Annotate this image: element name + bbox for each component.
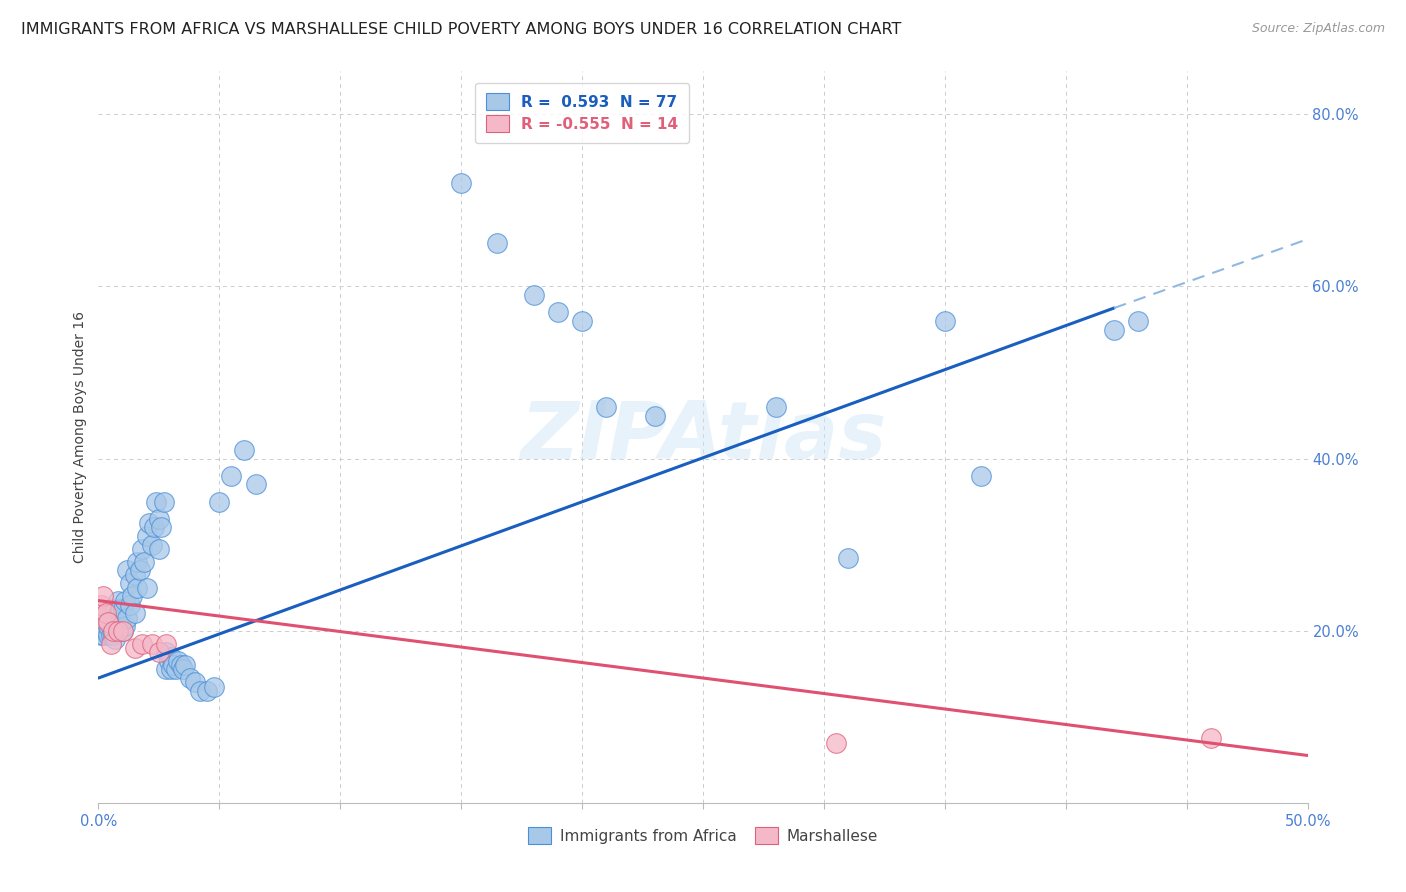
Point	[221, 468, 243, 483]
Point	[100, 602, 122, 616]
Point	[162, 658, 184, 673]
Point	[172, 662, 194, 676]
Point	[184, 675, 207, 690]
Point	[90, 628, 112, 642]
Point	[124, 567, 146, 582]
Point	[100, 628, 122, 642]
Point	[131, 637, 153, 651]
Point	[107, 624, 129, 638]
Point	[118, 598, 141, 612]
Point	[127, 581, 149, 595]
Point	[143, 520, 166, 534]
Point	[101, 624, 124, 638]
Point	[165, 662, 187, 676]
Point	[155, 645, 177, 659]
Point	[135, 529, 157, 543]
Point	[174, 658, 197, 673]
Point	[208, 494, 231, 508]
Point	[90, 615, 112, 629]
Point	[167, 654, 190, 668]
Point	[204, 680, 226, 694]
Point	[97, 615, 120, 629]
Point	[1128, 314, 1150, 328]
Text: ZIPAtlas: ZIPAtlas	[520, 398, 886, 476]
Point	[141, 538, 163, 552]
Point	[450, 176, 472, 190]
Point	[150, 520, 173, 534]
Point	[104, 632, 127, 647]
Legend: Immigrants from Africa, Marshallese: Immigrants from Africa, Marshallese	[522, 822, 884, 850]
Point	[94, 607, 117, 621]
Text: Source: ZipAtlas.com: Source: ZipAtlas.com	[1251, 22, 1385, 36]
Point	[160, 662, 183, 676]
Point	[91, 611, 114, 625]
Point	[94, 624, 117, 638]
Point	[134, 555, 156, 569]
Point	[157, 654, 180, 668]
Point	[188, 684, 211, 698]
Point	[97, 628, 120, 642]
Point	[121, 589, 143, 603]
Point	[117, 564, 139, 578]
Point	[114, 593, 136, 607]
Point	[148, 541, 170, 556]
Point	[934, 314, 956, 328]
Point	[595, 400, 617, 414]
Point	[160, 649, 183, 664]
Point	[155, 637, 177, 651]
Point	[245, 477, 267, 491]
Point	[111, 624, 134, 638]
Point	[155, 662, 177, 676]
Point	[547, 305, 569, 319]
Point	[94, 607, 117, 621]
Point	[141, 637, 163, 651]
Point	[148, 645, 170, 659]
Point	[91, 628, 114, 642]
Point	[128, 564, 150, 578]
Point	[135, 581, 157, 595]
Point	[114, 619, 136, 633]
Point	[108, 615, 131, 629]
Point	[765, 400, 787, 414]
Point	[1199, 731, 1222, 746]
Point	[90, 611, 112, 625]
Point	[131, 541, 153, 556]
Point	[108, 602, 131, 616]
Point	[118, 576, 141, 591]
Point	[138, 516, 160, 530]
Point	[152, 494, 174, 508]
Point	[104, 611, 127, 625]
Point	[100, 637, 122, 651]
Point	[117, 611, 139, 625]
Point	[107, 593, 129, 607]
Point	[111, 624, 134, 638]
Point	[179, 671, 201, 685]
Point	[145, 494, 167, 508]
Point	[232, 442, 254, 457]
Point	[107, 624, 129, 638]
Point	[124, 640, 146, 655]
Point	[837, 550, 859, 565]
Point	[101, 607, 124, 621]
Point	[195, 684, 218, 698]
Point	[111, 602, 134, 616]
Point	[148, 512, 170, 526]
Point	[169, 658, 191, 673]
Text: IMMIGRANTS FROM AFRICA VS MARSHALLESE CHILD POVERTY AMONG BOYS UNDER 16 CORRELAT: IMMIGRANTS FROM AFRICA VS MARSHALLESE CH…	[21, 22, 901, 37]
Point	[523, 288, 546, 302]
Point	[124, 607, 146, 621]
Point	[97, 619, 120, 633]
Point	[571, 314, 593, 328]
Point	[101, 628, 124, 642]
Point	[127, 555, 149, 569]
Point	[90, 598, 112, 612]
Point	[644, 409, 666, 423]
Point	[486, 236, 509, 251]
Point	[970, 468, 993, 483]
Y-axis label: Child Poverty Among Boys Under 16: Child Poverty Among Boys Under 16	[73, 311, 87, 563]
Point	[825, 735, 848, 749]
Point	[1102, 322, 1125, 336]
Point	[91, 589, 114, 603]
